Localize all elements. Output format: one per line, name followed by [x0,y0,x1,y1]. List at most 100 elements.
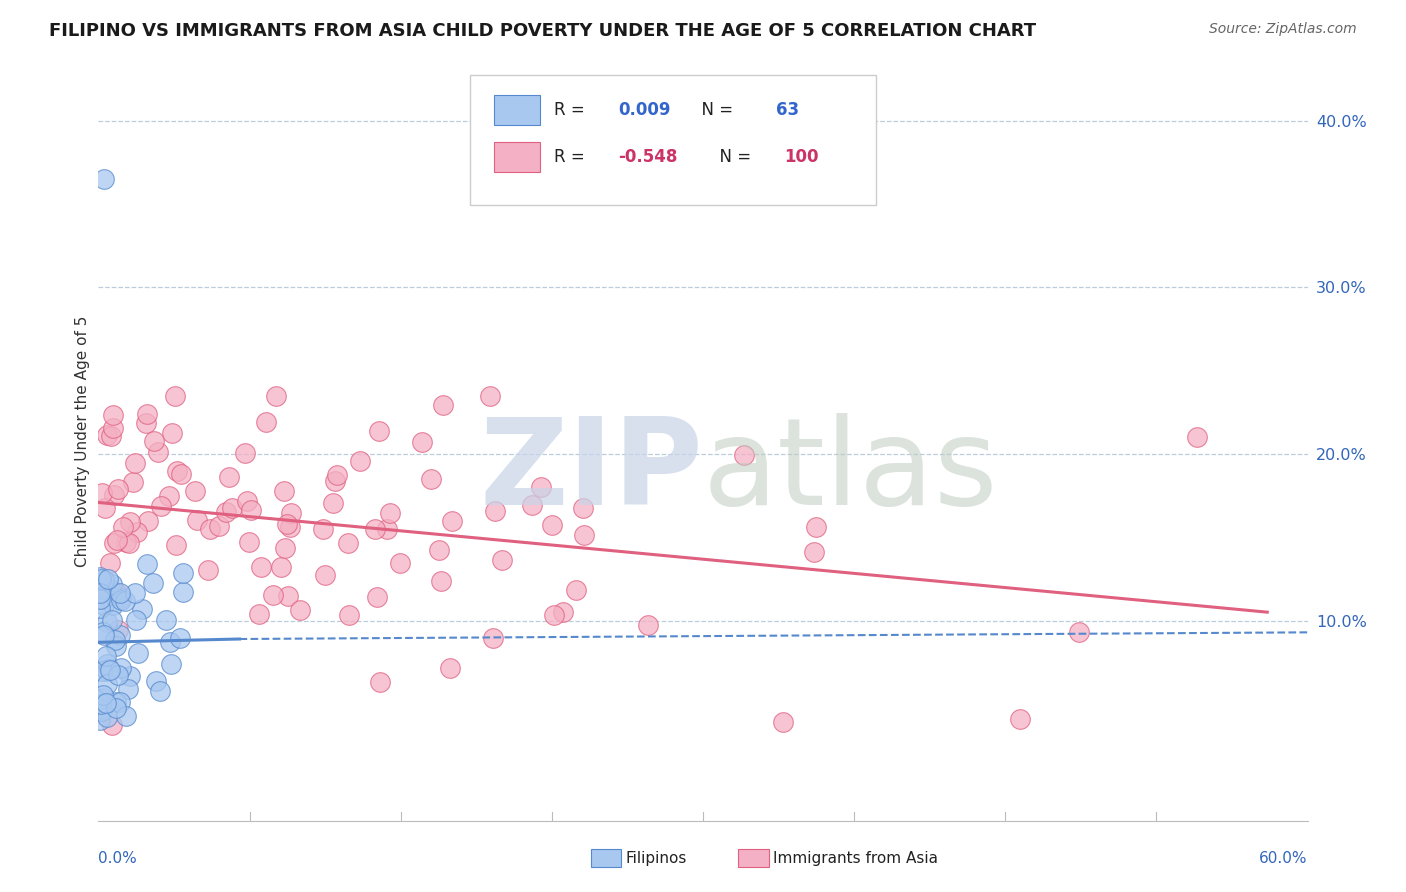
Point [411,434,433,449]
Point [240,503,263,517]
Point [165,389,187,403]
Point [266,389,288,403]
Point [90,664,112,678]
Point [135,416,157,430]
Text: 60.0%: 60.0% [1260,851,1308,865]
Point [90,697,112,711]
Point [98,662,121,676]
Point [142,434,165,449]
Point [104,633,127,648]
Point [93,573,115,587]
Point [93,628,115,642]
Text: Source: ZipAtlas.com: Source: ZipAtlas.com [1209,22,1357,37]
Point [96,677,118,691]
Point [337,607,360,622]
Text: 63: 63 [776,101,799,120]
Point [323,474,346,488]
Point [107,482,129,496]
Point [89,591,111,606]
Point [172,584,194,599]
Point [110,661,132,675]
Point [368,675,391,690]
Point [366,590,388,604]
Point [136,514,159,528]
Point [127,646,149,660]
Point [101,409,124,423]
Point [121,475,143,490]
Point [103,536,125,550]
Point [103,488,125,502]
Text: R =: R = [554,148,591,166]
Point [131,601,153,615]
Point [96,657,118,671]
Point [157,489,180,503]
Text: Immigrants from Asia: Immigrants from Asia [773,851,938,865]
Point [94,696,117,710]
Point [270,560,292,574]
Point [105,695,128,709]
Point [170,467,193,481]
Point [104,639,127,653]
Point [98,663,121,677]
Point [96,665,118,679]
Point [326,467,349,482]
Point [427,543,450,558]
Point [105,533,128,547]
Point [572,528,595,542]
Text: Filipinos: Filipinos [626,851,688,865]
Point [89,600,111,615]
Bar [494,142,540,172]
Point [380,506,402,520]
Point [238,534,260,549]
Point [114,594,136,608]
Point [803,545,825,559]
Point [250,560,273,574]
Point [441,514,464,528]
Point [120,515,142,529]
Point [159,635,181,649]
Point [247,607,270,622]
Point [184,484,207,499]
Point [89,702,111,716]
Point [733,449,755,463]
Point [349,453,371,467]
Text: R =: R = [554,101,591,120]
Point [235,493,257,508]
Point [93,172,115,186]
Point [215,505,238,519]
Point [149,500,172,514]
Point [118,535,141,549]
Point [541,517,564,532]
Point [100,428,122,442]
Point [221,501,243,516]
Point [105,701,128,715]
Point [136,558,159,572]
Point [110,591,132,606]
Point [124,613,146,627]
Point [145,674,167,689]
Point [806,520,828,534]
Point [98,582,121,597]
Text: N =: N = [709,148,756,166]
Point [165,537,187,551]
Point [93,688,115,702]
Point [93,599,115,613]
Bar [494,95,540,126]
Point [280,520,302,534]
Point [274,541,297,556]
Point [89,713,111,727]
Point [110,593,132,607]
Point [91,591,114,606]
Point [94,501,117,516]
Point [91,587,114,601]
Point [101,598,124,612]
Point [148,445,170,459]
Point [207,519,229,533]
Point [439,661,461,675]
Point [637,618,659,632]
Text: N =: N = [690,101,738,120]
Point [288,602,311,616]
Point [368,424,391,438]
Text: ZIP: ZIP [479,413,703,531]
Point [186,513,208,527]
